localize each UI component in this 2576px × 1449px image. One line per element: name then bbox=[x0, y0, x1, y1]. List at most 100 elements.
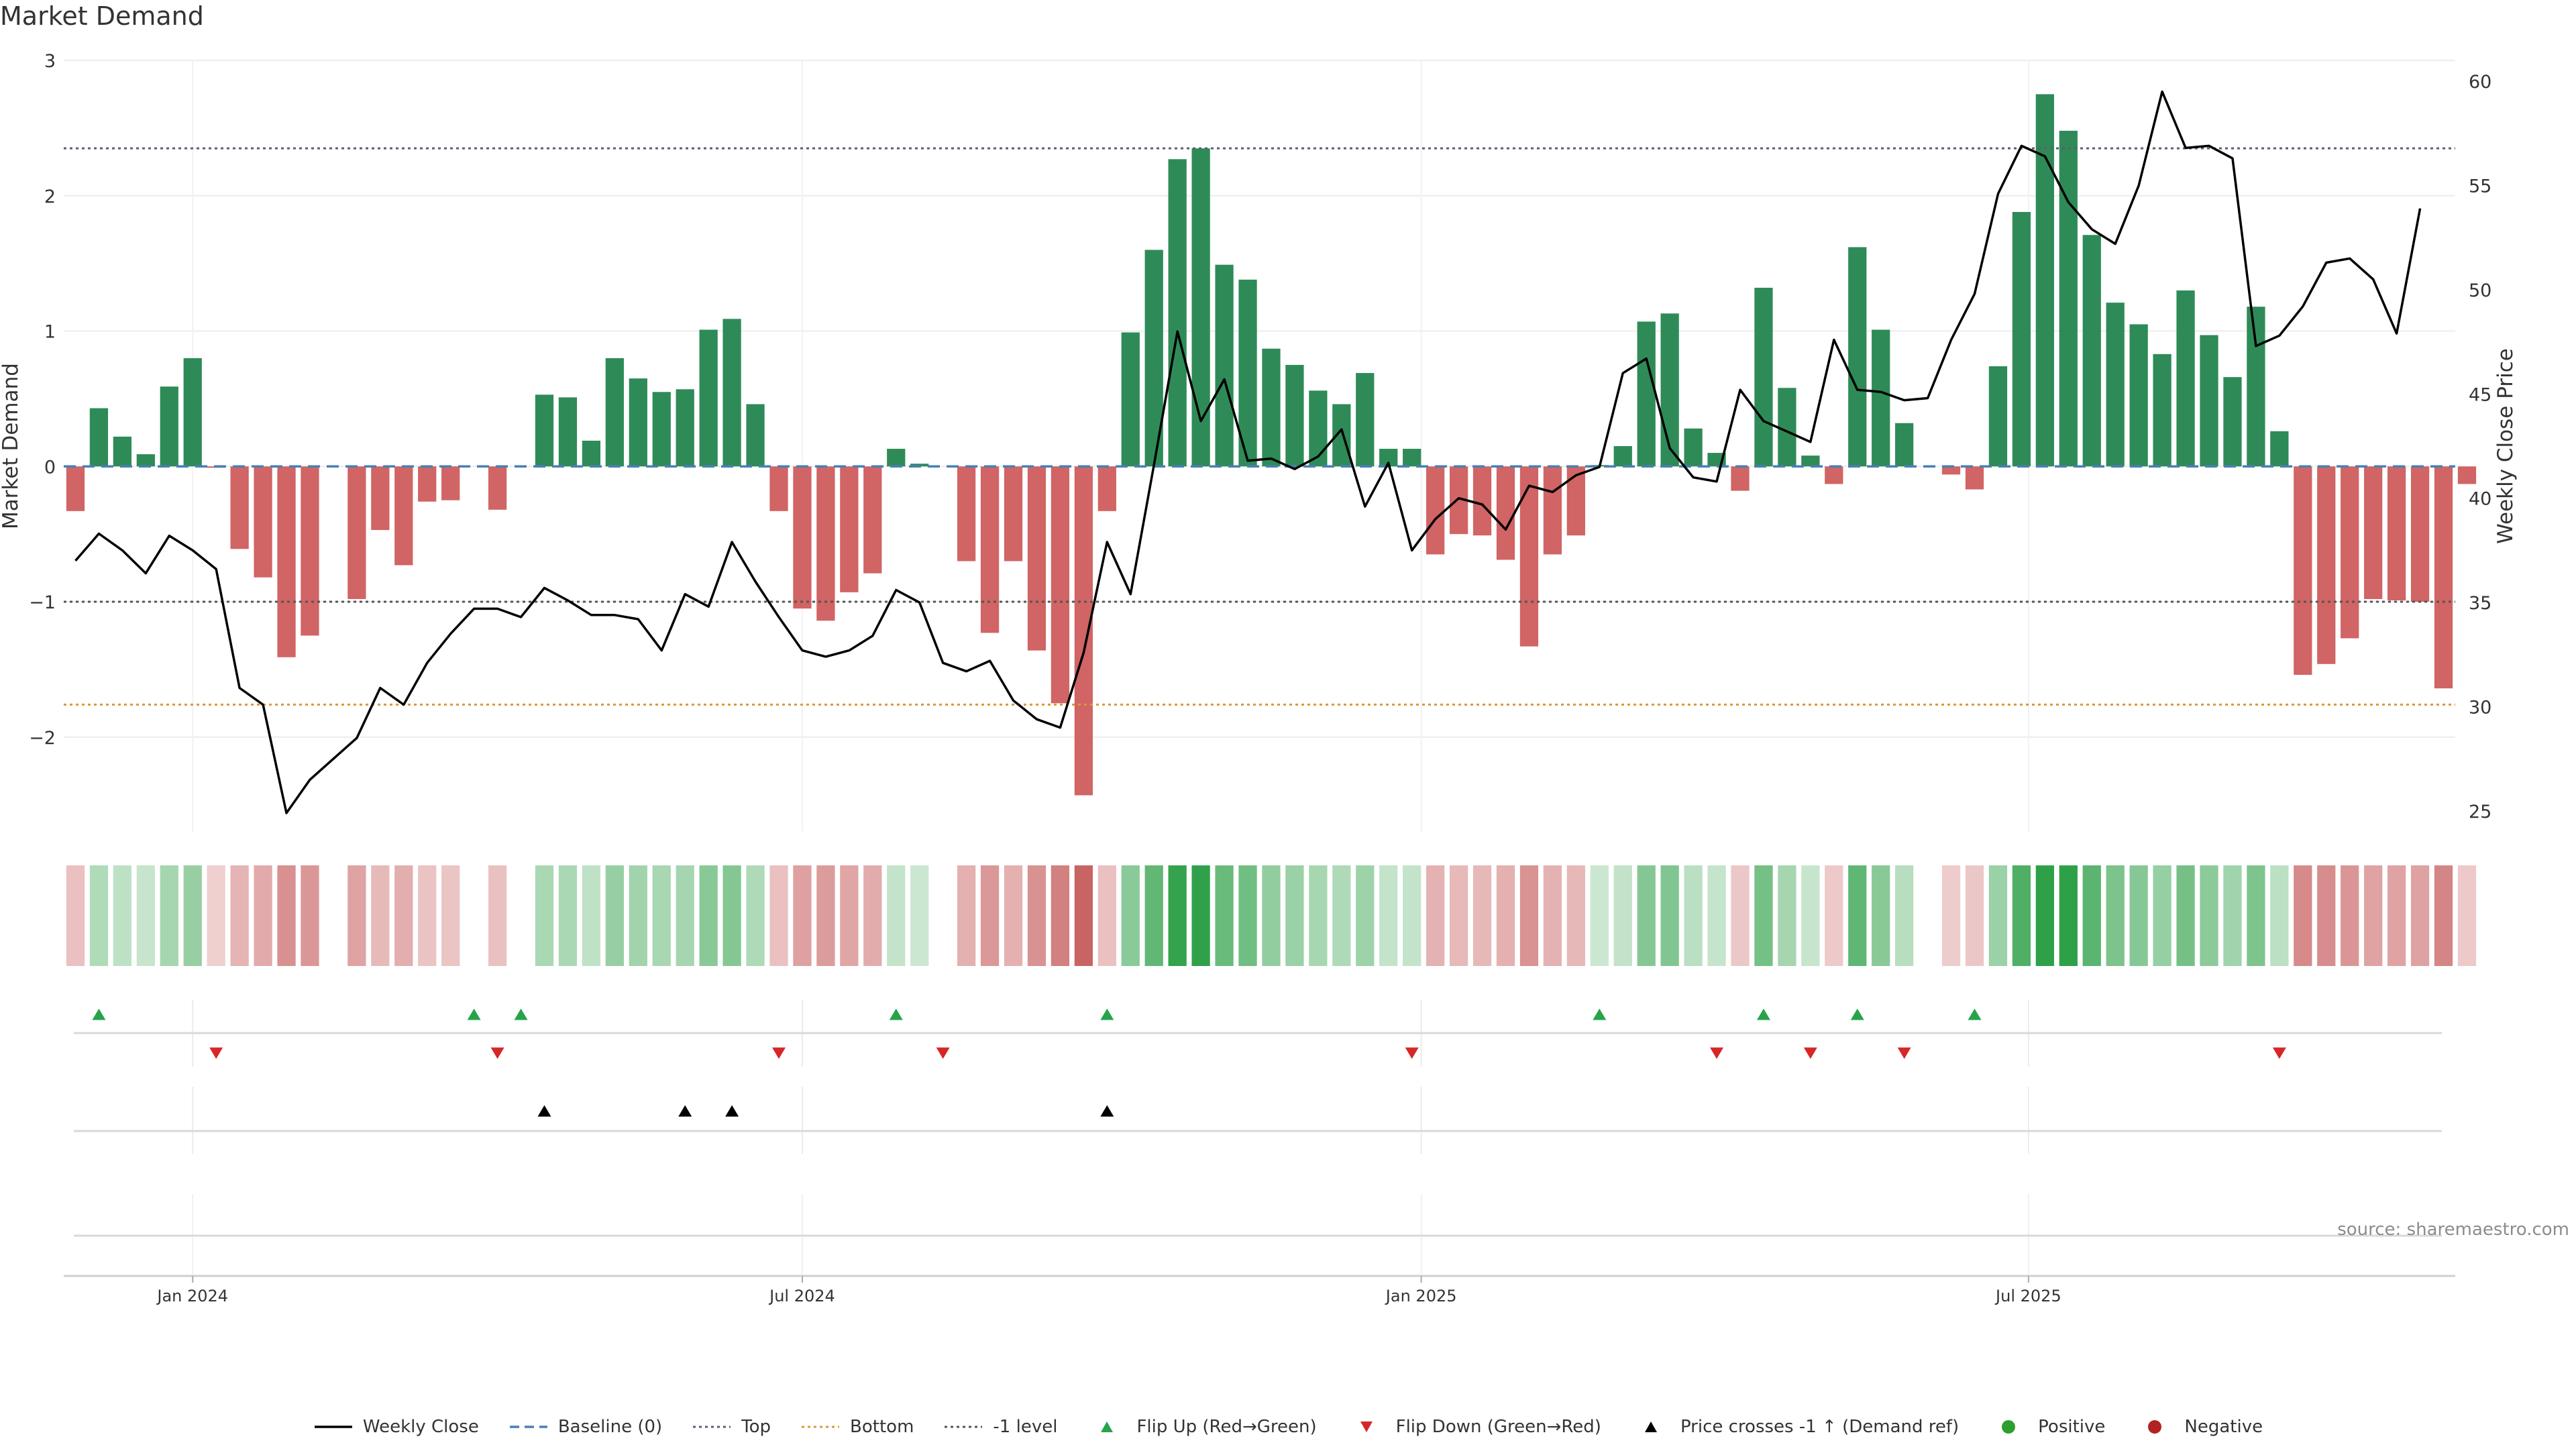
positive-bar bbox=[1895, 423, 1914, 467]
heat-cell bbox=[89, 865, 109, 966]
heat-cell bbox=[957, 865, 976, 966]
flip-up-marker bbox=[1968, 1008, 1982, 1020]
legend-triangle bbox=[1360, 1421, 1373, 1432]
flip-up-marker bbox=[1593, 1008, 1607, 1020]
heat-cell bbox=[2223, 865, 2242, 966]
legend-label: Flip Down (Green→Red) bbox=[1395, 1417, 1601, 1437]
negative-bar bbox=[2294, 466, 2312, 675]
heat-cell bbox=[887, 865, 906, 966]
positive-bar bbox=[1285, 364, 1304, 467]
heat-cell bbox=[1684, 865, 1703, 966]
heat-cell bbox=[1472, 865, 1492, 966]
positive-bar bbox=[910, 464, 929, 467]
heat-cell bbox=[1707, 865, 1726, 966]
heat-cell bbox=[254, 865, 272, 966]
legend-triangle bbox=[1101, 1421, 1114, 1432]
positive-bar bbox=[1801, 455, 1820, 467]
heat-cell bbox=[371, 865, 390, 966]
demand-bars bbox=[66, 94, 2477, 796]
negative-bar bbox=[230, 466, 249, 549]
legend-item-weekly-close: Weekly Close bbox=[313, 1417, 479, 1437]
heat-cell bbox=[1941, 865, 1961, 966]
legend-symbol bbox=[1644, 1421, 1657, 1432]
legend-item-negative: Negative bbox=[2135, 1417, 2263, 1437]
legend-dot bbox=[2148, 1420, 2162, 1434]
y-tick-label: 1 bbox=[44, 322, 56, 343]
legend-symbol bbox=[2148, 1420, 2162, 1434]
negative-bar bbox=[1004, 466, 1023, 561]
negative-bar bbox=[2341, 466, 2359, 639]
positive-bar bbox=[535, 394, 554, 467]
legend-symbol bbox=[693, 1426, 731, 1428]
legend-label: Price crosses -1 ↑ (Demand ref) bbox=[1680, 1417, 1960, 1437]
y2-tick-label: 60 bbox=[2469, 72, 2491, 93]
heat-cell bbox=[1027, 865, 1046, 966]
legend-item-minus1: -1 level bbox=[943, 1417, 1057, 1437]
heat-cell bbox=[2059, 865, 2078, 966]
flip-up-marker bbox=[1100, 1008, 1114, 1020]
positive-bar bbox=[183, 358, 202, 467]
heat-cell bbox=[1895, 865, 1914, 966]
legend-symbol bbox=[945, 1426, 983, 1428]
heat-cell bbox=[2457, 865, 2477, 966]
legend-symbol bbox=[1101, 1421, 1114, 1432]
negative-bar bbox=[793, 466, 812, 609]
heat-cell bbox=[1121, 865, 1140, 966]
flip-down-marker bbox=[1710, 1047, 1724, 1059]
negative-bar bbox=[1472, 466, 1492, 536]
heat-cell bbox=[629, 865, 647, 966]
negative-bar bbox=[441, 466, 460, 500]
positive-bar bbox=[1754, 287, 1773, 467]
legend-label: Negative bbox=[2184, 1417, 2263, 1437]
price-cross-marker bbox=[537, 1105, 551, 1117]
positive-bar bbox=[652, 392, 671, 467]
negative-bar bbox=[2434, 466, 2453, 689]
negative-bar bbox=[2410, 466, 2430, 602]
flip-up-marker bbox=[1756, 1008, 1770, 1020]
heat-cell bbox=[676, 865, 694, 966]
date-axis: Jan 2024 Jul 2024 Jan 2025 Jul 2025 bbox=[64, 1275, 2455, 1305]
heat-cell bbox=[2270, 865, 2289, 966]
y2-tick-label: 50 bbox=[2469, 280, 2491, 301]
heat-cell bbox=[1519, 865, 1539, 966]
heat-cell bbox=[2364, 865, 2383, 966]
heat-cell bbox=[488, 865, 507, 966]
heat-cell bbox=[1356, 865, 1375, 966]
legend: Weekly Close Baseline (0) Top Bottom -1 leve… bbox=[0, 1417, 2576, 1437]
legend-item-flip-down: Flip Down (Green→Red) bbox=[1346, 1417, 1601, 1437]
negative-bar bbox=[1941, 466, 1961, 475]
negative-bar bbox=[1566, 466, 1585, 536]
heat-cell bbox=[2012, 865, 2031, 966]
y2-axis-label: Weekly Close Price bbox=[2493, 348, 2518, 544]
negative-bar bbox=[371, 466, 390, 531]
positive-bar bbox=[558, 397, 578, 467]
flip-down-marker bbox=[1405, 1047, 1419, 1059]
positive-bar bbox=[722, 319, 741, 467]
heat-cell bbox=[2129, 865, 2148, 966]
negative-bar bbox=[2364, 466, 2383, 599]
y-axis-label: Market Demand bbox=[0, 363, 23, 529]
flip-down-marker bbox=[1897, 1047, 1911, 1059]
positive-bar bbox=[136, 454, 155, 467]
weekly-close-series bbox=[74, 90, 2422, 814]
heat-cell bbox=[1097, 865, 1116, 966]
flip-down-marker bbox=[2272, 1047, 2286, 1059]
legend-symbol bbox=[2002, 1420, 2016, 1434]
heat-cell bbox=[910, 865, 929, 966]
heat-cell bbox=[1613, 865, 1632, 966]
legend-label: Weekly Close bbox=[362, 1417, 479, 1437]
heat-cell bbox=[1496, 865, 1515, 966]
positive-bar bbox=[1238, 279, 1257, 467]
negative-bar bbox=[394, 466, 413, 566]
positive-bar bbox=[746, 404, 765, 467]
heat-cell bbox=[2294, 865, 2312, 966]
legend-label: Baseline (0) bbox=[557, 1417, 663, 1437]
legend-label: Positive bbox=[2038, 1417, 2106, 1437]
negative-bar bbox=[2457, 466, 2477, 484]
flip-up-marker bbox=[467, 1008, 481, 1020]
y-tick-label: 0 bbox=[44, 457, 56, 478]
heat-cell bbox=[2176, 865, 2195, 966]
positive-bar bbox=[2012, 211, 2031, 467]
date-tick-label: Jul 2024 bbox=[768, 1287, 835, 1305]
y2-tick-label: 55 bbox=[2469, 176, 2491, 197]
